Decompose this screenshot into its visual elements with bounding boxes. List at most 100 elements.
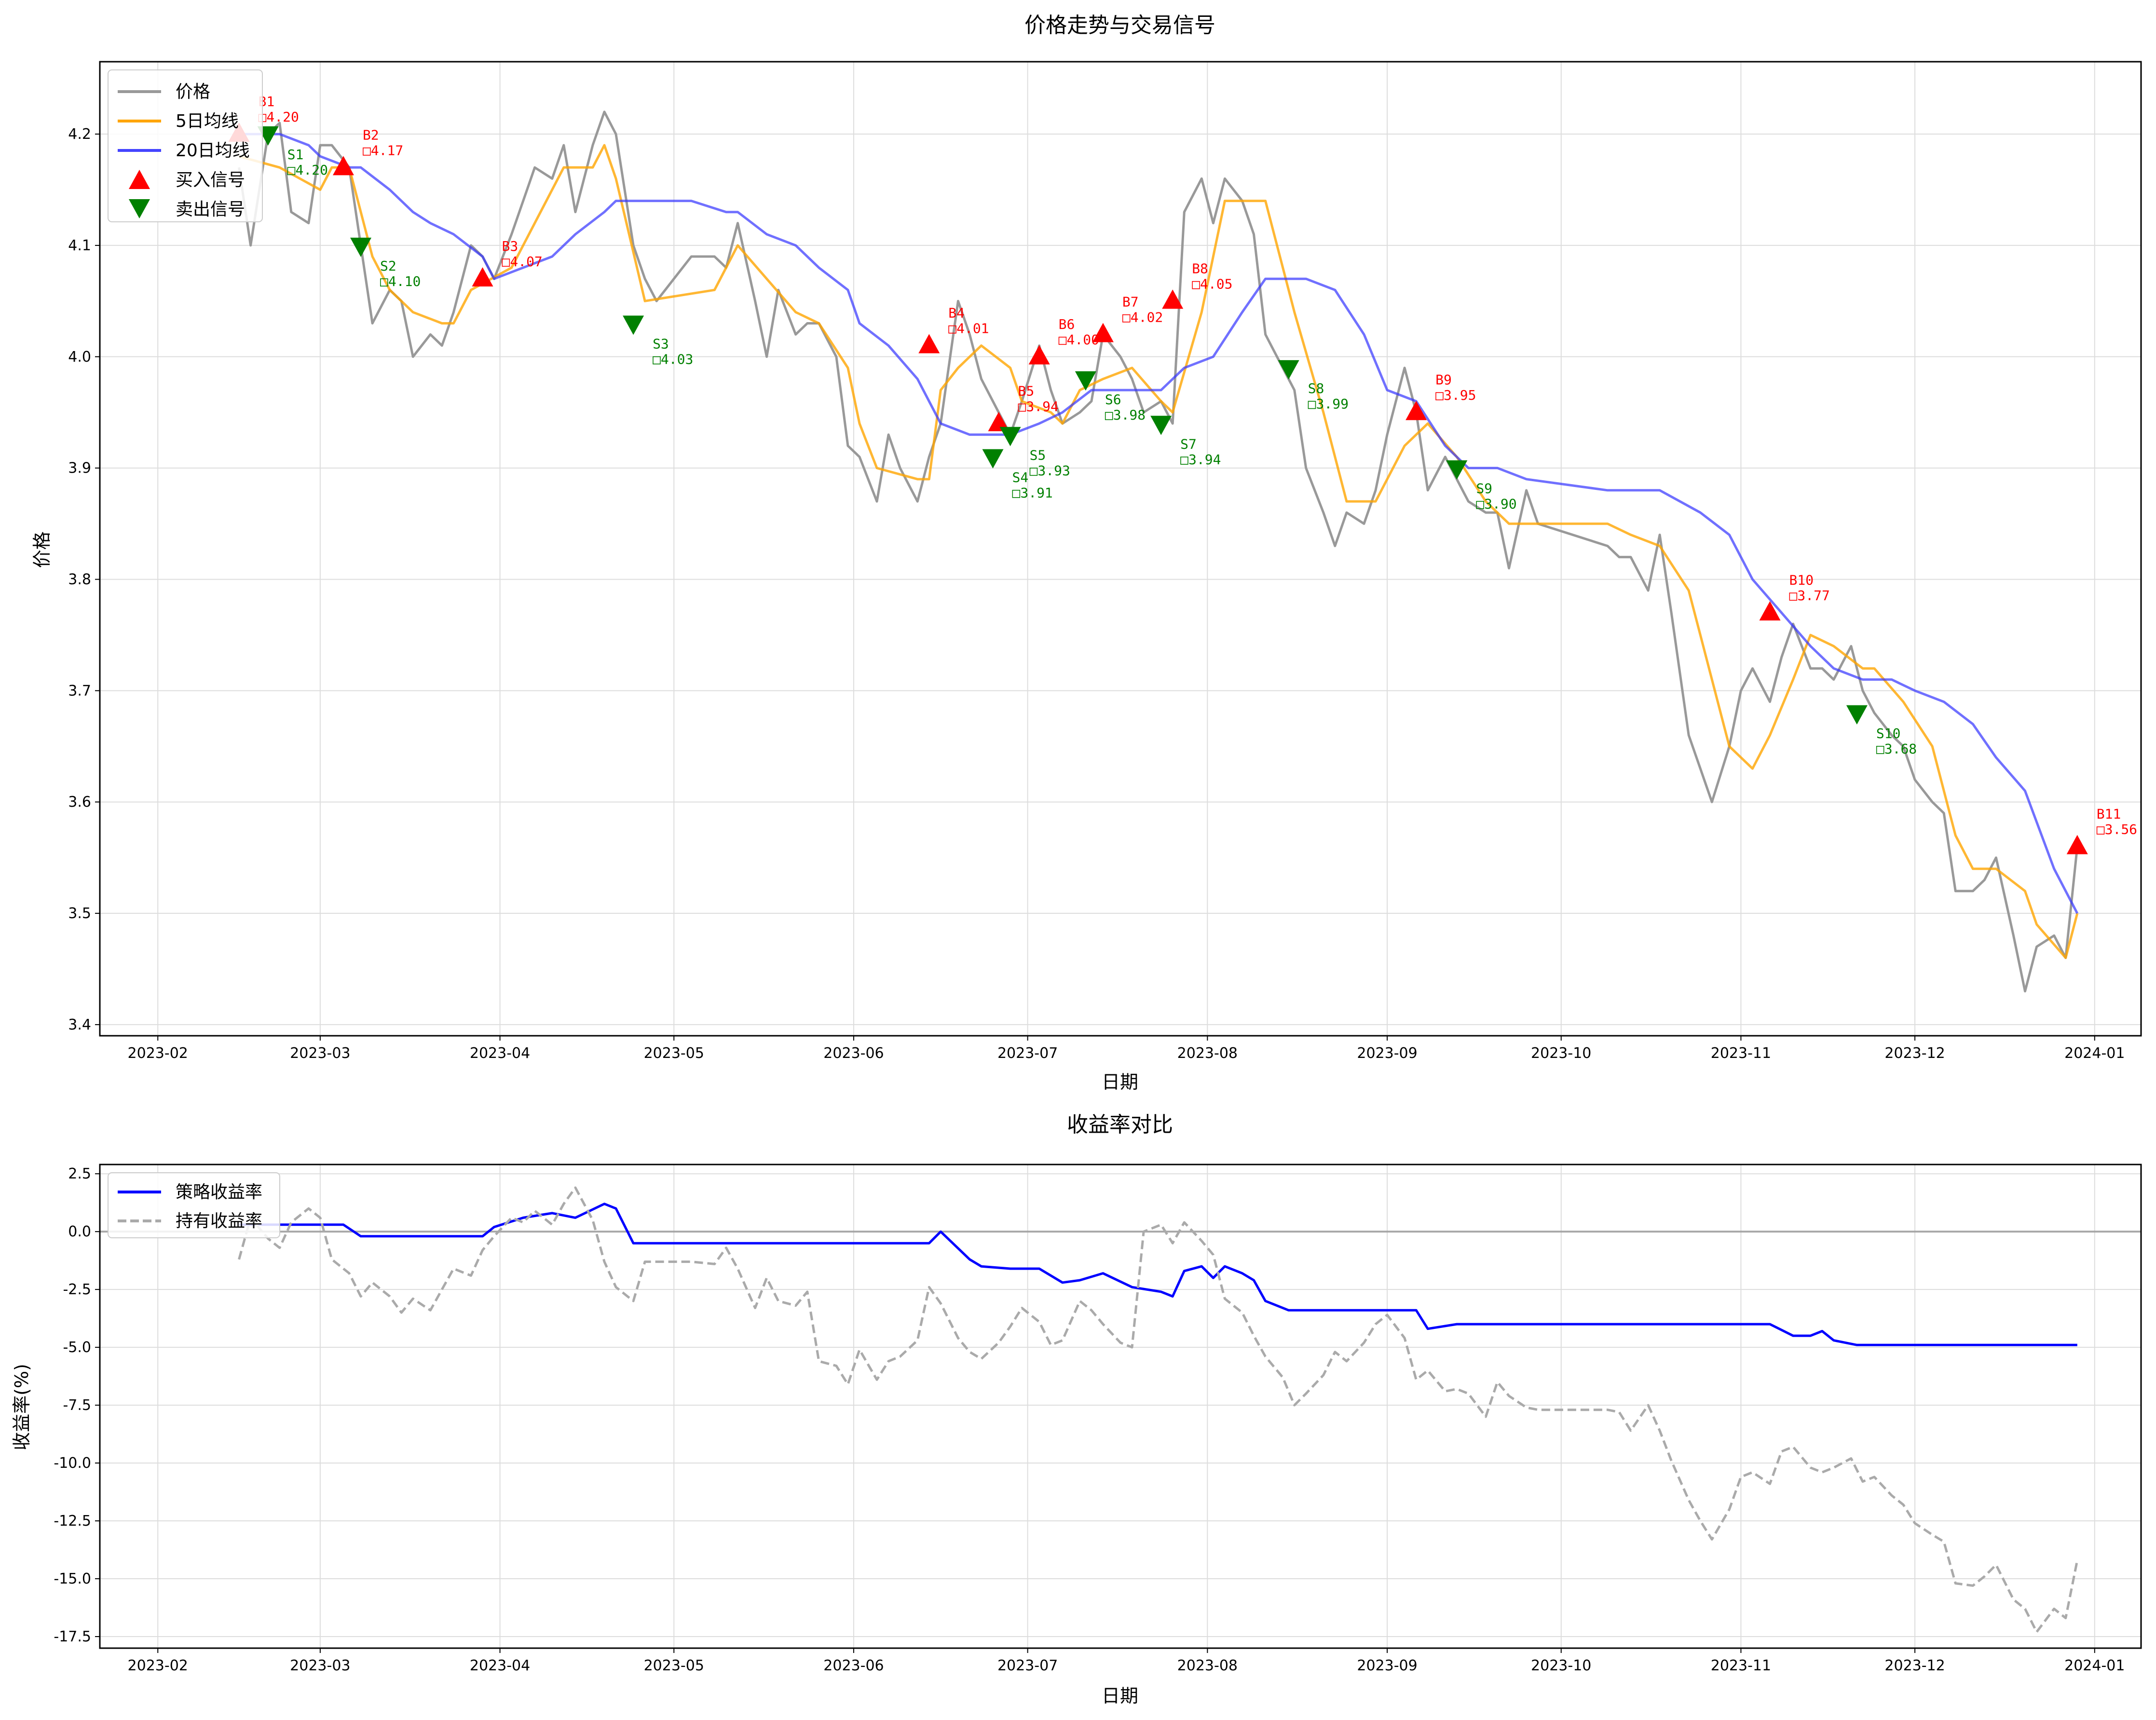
x-tick-label: 2023-10 (1531, 1657, 1591, 1674)
signal-label-line: S10 (1876, 726, 1901, 742)
x-tick-label: 2023-08 (1177, 1045, 1238, 1062)
hold-return-line (238, 1186, 2079, 1633)
signal-label-line: □3.56 (2097, 822, 2137, 838)
price-chart-x-ticks: 2023-02 2023-03 2023-04 2023-05 2023-06 2023-… (128, 1036, 2125, 1062)
signal-label-line: □3.68 (1876, 741, 1917, 757)
y-tick-label: 3.6 (68, 794, 91, 811)
buy-signal-marker (1162, 289, 1184, 309)
buy-signal-label: B11 □3.56 (2097, 806, 2137, 838)
y-tick-label: -15.0 (54, 1571, 91, 1587)
sell-signal-marker (999, 427, 1021, 447)
price-chart-x-label: 日期 (1102, 1071, 1138, 1093)
price-chart-panel: 价格走势与交易信号 B1 □4.20 B2 □4.17 B3 □4.07 B4 □4.01 B5… (31, 13, 2142, 1093)
signal-label-line: B4 (948, 305, 965, 321)
return-chart-title: 收益率对比 (1067, 1112, 1173, 1137)
price-chart-y-ticks: 3.4 3.5 3.6 3.7 3.8 3.9 4.0 4.1 4.2 (68, 126, 100, 1033)
buy-signal-label: B1 □4.20 (259, 94, 299, 125)
sell-signal-marker (1278, 360, 1299, 379)
y-tick-label: -2.5 (63, 1281, 91, 1298)
return-chart-legend: 策略收益率 持有收益率 (108, 1172, 280, 1238)
buy-signal-marker (332, 156, 354, 176)
signal-label-line: □3.94 (1180, 451, 1221, 467)
sell-signal-label: S1 □4.20 (287, 147, 328, 178)
sell-signal-marker (623, 315, 644, 335)
signal-label-line: S3 (653, 336, 669, 352)
signal-label-line: B11 (2097, 806, 2121, 822)
signal-label-line: □4.20 (259, 109, 299, 125)
x-tick-label: 2024-01 (2064, 1657, 2125, 1674)
return-chart-x-ticks: 2023-02 2023-03 2023-04 2023-05 2023-06 2023-… (128, 1648, 2125, 1674)
signal-label-line: □4.01 (948, 321, 989, 337)
price-chart-frame (99, 61, 2142, 1037)
y-tick-label: 2.5 (68, 1165, 91, 1182)
y-tick-label: 0.0 (68, 1223, 91, 1240)
signal-label-line: S4 (1012, 470, 1029, 486)
buy-signal-marker (472, 267, 493, 287)
x-tick-label: 2023-02 (128, 1657, 188, 1674)
return-chart-grid (100, 1165, 2141, 1648)
buy-signal-label: B9 □3.95 (1435, 372, 1476, 403)
return-chart-panel: 收益率对比 2023-02 2023-03 2023-04 2023-05 2023-0… (11, 1112, 2142, 1706)
buy-signal-marker (988, 412, 1010, 432)
buy-signal-label: B2 □4.17 (363, 127, 403, 158)
signal-label-line: B7 (1122, 294, 1139, 310)
sell-signal-marker (1075, 371, 1096, 391)
legend-marker-sell (129, 199, 150, 218)
signal-label-line: □4.20 (287, 162, 328, 178)
sell-signal-label: S8 □3.99 (1308, 380, 1349, 412)
return-chart-y-ticks: 2.5 0.0 -2.5 -5.0 -7.5 -10.0 -12.5 -15.0 -17.5 (54, 1165, 100, 1645)
x-tick-label: 2024-01 (2064, 1045, 2125, 1062)
buy-signal-label: B6 □4.00 (1059, 316, 1099, 348)
price-chart-grid (100, 62, 2141, 1036)
y-tick-label: -7.5 (63, 1397, 91, 1414)
x-tick-label: 2023-06 (823, 1657, 884, 1674)
y-tick-label: 3.8 (68, 571, 91, 588)
x-tick-label: 2023-08 (1177, 1657, 1238, 1674)
y-tick-label: 4.1 (68, 237, 91, 254)
buy-signal-marker (1028, 345, 1050, 365)
return-chart-x-label: 日期 (1102, 1685, 1138, 1706)
buy-signal-marker (1405, 401, 1427, 420)
price-line (238, 110, 2079, 993)
buy-signal-marker (1759, 601, 1781, 621)
x-tick-label: 2023-12 (1884, 1045, 1945, 1062)
signal-label-line: B9 (1435, 372, 1452, 388)
signal-label-line: □4.05 (1192, 276, 1232, 292)
price-chart-series (238, 110, 2079, 993)
signal-label-line: S6 (1105, 392, 1121, 407)
buy-signal-marker (2066, 835, 2088, 854)
x-tick-label: 2023-10 (1531, 1045, 1591, 1062)
signal-label-line: S1 (287, 147, 304, 163)
x-tick-label: 2023-12 (1884, 1657, 1945, 1674)
x-tick-label: 2023-07 (997, 1045, 1058, 1062)
buy-signal-label: B3 □4.07 (502, 238, 543, 270)
x-tick-label: 2023-11 (1711, 1045, 1771, 1062)
sell-signal-label: S3 □4.03 (653, 336, 693, 367)
ma5-line (238, 144, 2079, 959)
legend-label-hold: 持有收益率 (176, 1211, 262, 1231)
signal-label-line: B10 (1789, 572, 1814, 588)
sell-signal-label: S5 □3.93 (1030, 447, 1070, 478)
x-tick-label: 2023-11 (1711, 1657, 1771, 1674)
x-tick-label: 2023-03 (290, 1045, 350, 1062)
legend-label-ma5: 5日均线 (176, 111, 239, 131)
sell-signal-label: S2 □4.10 (380, 258, 421, 289)
y-tick-label: 3.4 (68, 1016, 91, 1033)
signal-label-line: □3.93 (1030, 462, 1070, 478)
x-tick-label: 2023-05 (644, 1045, 704, 1062)
buy-signal-label: B10 □3.77 (1789, 572, 1830, 604)
return-chart-series (100, 1186, 2141, 1633)
legend-label-sell: 卖出信号 (176, 200, 245, 219)
y-tick-label: -12.5 (54, 1513, 91, 1530)
signal-label-line: □3.94 (1018, 398, 1059, 414)
buy-signal-marker (1092, 323, 1114, 342)
sell-signal-label: S10 □3.68 (1876, 726, 1917, 757)
legend-label-buy: 买入信号 (176, 170, 245, 190)
sell-signal-label: S6 □3.98 (1105, 392, 1146, 423)
y-tick-label: 4.2 (68, 126, 91, 143)
signal-label-line: □4.03 (653, 352, 693, 367)
y-tick-label: 4.0 (68, 349, 91, 366)
sell-signal-marker (350, 237, 372, 257)
